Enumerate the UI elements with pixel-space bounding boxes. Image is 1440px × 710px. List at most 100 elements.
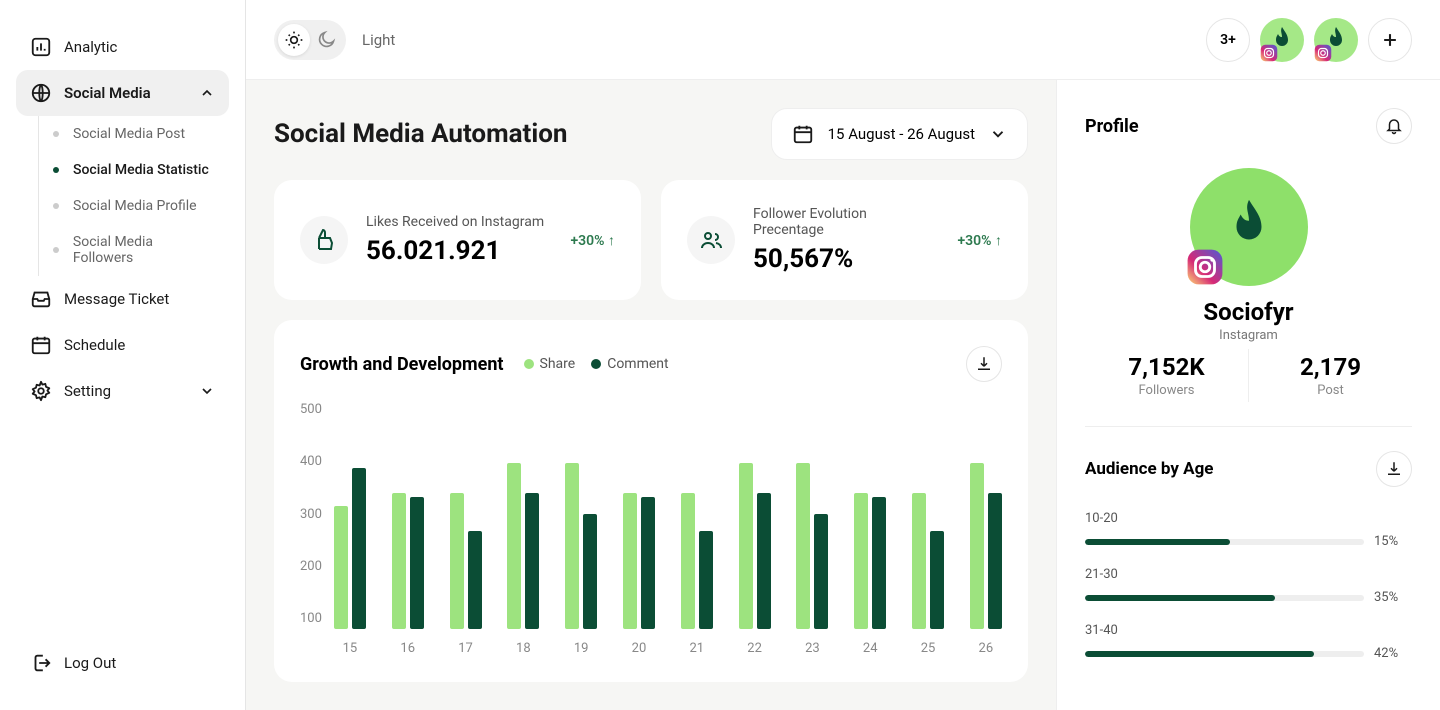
chart-plot: 151617181920212223242526 [334,402,1002,656]
bar-group [565,463,597,629]
subnav-label: Social Media Post [73,126,185,142]
account-avatar-2[interactable] [1314,18,1358,62]
date-range-text: 15 August - 26 August [828,125,975,143]
content: Light 3+ Social Media Automation [246,0,1440,710]
bar-share [854,493,868,629]
x-tick: 25 [912,641,944,656]
globe-icon [30,82,52,104]
bar-comment [583,514,597,629]
bar-comment [525,493,539,629]
x-tick: 17 [450,641,482,656]
bar-share [450,493,464,629]
profile-platform: Instagram [1219,328,1278,343]
bar-share [334,506,348,629]
x-tick: 18 [507,641,539,656]
nav-label: Schedule [64,336,125,354]
bar-share [565,463,579,629]
logout-button[interactable]: Log Out [16,640,229,686]
download-audience-button[interactable] [1376,451,1412,487]
profile-avatar[interactable] [1190,168,1308,286]
legend-share: Share [524,356,576,372]
bar-group [739,463,771,629]
subnav-profile[interactable]: Social Media Profile [39,188,229,224]
nav-analytic[interactable]: Analytic [16,24,229,70]
age-label: 10-20 [1085,511,1412,526]
add-account-button[interactable] [1368,18,1412,62]
sun-icon [278,24,310,56]
sidebar: Analytic Social Media Social Media Post … [0,0,246,710]
bar-comment [468,531,482,629]
chart-bars [334,402,1002,629]
legend-dot-icon [591,359,601,369]
bar-group [334,468,366,630]
dot-icon [53,131,59,137]
bar-comment [641,497,655,629]
stat-value: 56.021.921 [366,236,552,266]
bar-chart-icon [30,36,52,58]
dot-icon [53,167,59,173]
body-row: Social Media Automation 15 August - 26 A… [246,80,1440,710]
nav-social-media[interactable]: Social Media [16,70,229,116]
date-range-picker[interactable]: 15 August - 26 August [771,108,1028,160]
submenu: Social Media Post Social Media Statistic… [38,116,229,276]
profile-stats: 7,152K Followers 2,179 Post [1085,349,1412,402]
subnav-statistic[interactable]: Social Media Statistic [39,152,229,188]
subnav-followers[interactable]: Social Media Followers [39,224,229,276]
age-bar-fill [1085,595,1275,601]
thumbs-up-icon [300,216,348,264]
theme-toggle[interactable] [274,20,346,60]
account-count-badge[interactable]: 3+ [1206,18,1250,62]
bar-share [796,463,810,629]
moon-icon [310,24,342,56]
page-title: Social Media Automation [274,119,567,149]
download-chart-button[interactable] [966,346,1002,382]
profile-stat-label: Post [1249,383,1412,398]
profile-section-title: Profile [1085,116,1139,137]
age-label: 21-30 [1085,567,1412,582]
x-tick: 24 [854,641,886,656]
chart-title: Growth and Development [300,354,504,375]
bar-group [623,493,655,629]
x-tick: 26 [970,641,1002,656]
nav-message-ticket[interactable]: Message Ticket [16,276,229,322]
profile-posts: 2,179 Post [1249,349,1412,402]
settings-icon [30,380,52,402]
bar-share [739,463,753,629]
age-bar-track [1085,595,1364,601]
users-icon [687,216,735,264]
bar-group [854,493,886,629]
stat-change: +30% ↑ [957,232,1002,249]
bar-group [507,463,539,629]
logout-icon [30,652,52,674]
x-tick: 20 [623,641,655,656]
bar-share [970,463,984,629]
audience-row: 21-30 35% [1085,567,1412,605]
instagram-icon [1260,44,1278,62]
subnav-label: Social Media Profile [73,198,197,214]
legend-comment: Comment [591,356,668,372]
legend-label: Share [540,356,576,372]
account-avatar-1[interactable] [1260,18,1304,62]
right-panel: Profile Sociofyr Instagram 7,152K Follow… [1056,80,1440,710]
bar-share [623,493,637,629]
bar-comment [410,497,424,629]
notifications-button[interactable] [1376,108,1412,144]
bar-group [681,493,713,629]
bar-share [392,493,406,629]
chart-x-axis: 151617181920212223242526 [334,641,1002,656]
subnav-post[interactable]: Social Media Post [39,116,229,152]
subnav-label: Social Media Statistic [73,162,209,178]
y-tick: 100 [300,611,322,626]
x-tick: 19 [565,641,597,656]
age-pct: 35% [1374,590,1412,605]
divider [1085,426,1412,427]
stat-card-likes: Likes Received on Instagram 56.021.921 +… [274,180,641,300]
audience-title: Audience by Age [1085,459,1213,479]
nav-schedule[interactable]: Schedule [16,322,229,368]
bar-group [970,463,1002,629]
nav-setting[interactable]: Setting [16,368,229,414]
nav-label: Setting [64,382,111,400]
nav-label: Message Ticket [64,290,169,308]
topbar-right: 3+ [1206,18,1412,62]
age-label: 31-40 [1085,623,1412,638]
